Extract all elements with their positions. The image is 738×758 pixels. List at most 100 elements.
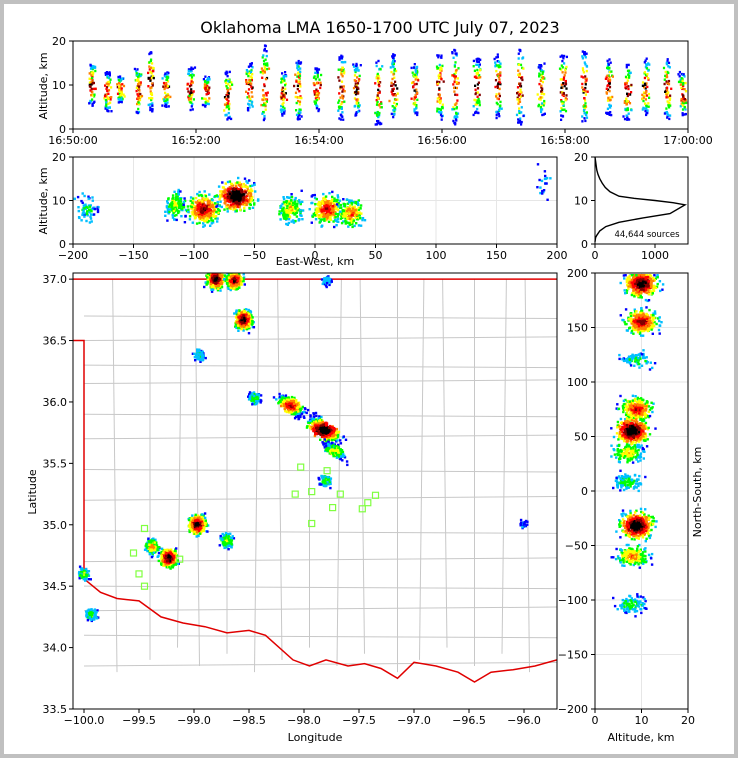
time-source-point	[151, 66, 155, 70]
time-source-point	[561, 78, 564, 81]
time-source-point	[164, 102, 167, 105]
time-source-point	[540, 86, 543, 89]
plan-source-point	[236, 276, 239, 280]
plan-source-point	[241, 320, 244, 323]
time-source-point	[391, 89, 395, 92]
eastwest-source-point	[208, 200, 211, 204]
eastwest-source-point	[82, 210, 85, 213]
time-source-point	[298, 74, 302, 77]
eastwest-source-point	[96, 208, 100, 212]
time-source-point	[165, 83, 168, 86]
eastwest-source-point	[290, 201, 293, 205]
time-source-point	[391, 55, 394, 58]
time-source-point	[357, 90, 360, 94]
eastwest-source-point	[166, 208, 170, 211]
eastwest-source-point	[90, 220, 93, 223]
time-source-point	[340, 57, 343, 60]
time-source-point	[451, 108, 454, 111]
eastwest-source-point	[193, 211, 197, 215]
eastwest-source-point	[299, 202, 302, 206]
time-source-point	[609, 104, 612, 107]
eastwest-source-point	[231, 197, 235, 200]
time-source-point	[580, 75, 583, 78]
eastwest-source-point	[211, 214, 215, 218]
plan-source-point	[250, 318, 253, 321]
eastwest-source-point	[219, 190, 222, 193]
time-source-point	[295, 109, 298, 112]
eastwest-source-point	[171, 216, 175, 219]
histogram-xtick: 1000	[641, 249, 669, 262]
plan-source-point	[247, 317, 250, 321]
time-source-point	[518, 74, 521, 77]
eastwest-source-point	[248, 197, 252, 201]
eastwest-source-point	[344, 212, 348, 216]
time-source-point	[192, 74, 195, 77]
time-source-point	[478, 103, 481, 107]
time-source-point	[204, 105, 207, 108]
time-source-point	[315, 98, 318, 102]
plan-source-point	[237, 329, 240, 332]
eastwest-source-point	[232, 206, 235, 209]
eastwest-source-point	[355, 216, 358, 219]
plan-source-point	[218, 277, 221, 281]
time-source-point	[337, 109, 340, 112]
eastwest-source-point	[285, 222, 288, 226]
time-source-point	[453, 65, 456, 68]
eastwest-source-point	[93, 206, 96, 209]
time-source-point	[647, 92, 650, 96]
time-source-point	[187, 98, 191, 101]
county-line	[194, 279, 200, 667]
time-source-point	[641, 108, 644, 111]
time-source-point	[665, 73, 668, 76]
time-source-point	[539, 79, 542, 82]
eastwest-source-point	[96, 207, 99, 210]
eastwest-source-point	[171, 196, 175, 200]
time-source-point	[641, 97, 644, 101]
time-source-point	[189, 82, 192, 85]
eastwest-source-point	[337, 205, 340, 208]
time-source-point	[611, 75, 614, 78]
eastwest-source-point	[350, 199, 353, 202]
time-source-point	[521, 66, 524, 70]
time-source-point	[644, 98, 647, 101]
plan-source-point	[237, 326, 240, 330]
eastwest-source-point	[301, 209, 305, 212]
eastwest-source-point	[179, 200, 182, 203]
eastwest-source-point	[248, 206, 251, 210]
eastwest-source-point	[299, 210, 302, 214]
plan-source-point	[251, 403, 254, 406]
time-source-point	[413, 98, 416, 101]
time-source-point	[666, 89, 669, 92]
eastwest-source-point	[320, 206, 323, 209]
eastwest-source-point	[174, 205, 177, 209]
plan-source-point	[215, 267, 217, 269]
eastwest-source-point	[215, 194, 219, 197]
time-source-point	[517, 52, 520, 55]
eastwest-source-point	[301, 218, 304, 221]
time-source-point	[495, 95, 498, 98]
eastwest-source-point	[345, 198, 349, 201]
eastwest-source-point	[208, 202, 211, 205]
time-source-point	[455, 82, 458, 85]
eastwest-source-point	[342, 220, 345, 223]
eastwest-source-point	[211, 198, 214, 202]
time-source-point	[476, 68, 479, 72]
time-source-point	[500, 107, 503, 110]
eastwest-source-point	[324, 207, 328, 210]
time-source-point	[454, 71, 457, 74]
time-source-point	[358, 104, 361, 107]
eastwest-source-point	[198, 190, 201, 194]
time-source-point	[642, 99, 645, 103]
time-source-point	[356, 66, 359, 70]
time-source-point	[608, 85, 612, 89]
eastwest-source-point	[202, 197, 205, 200]
time-source-point	[646, 109, 649, 112]
plan-source-point	[206, 276, 209, 279]
time-source-point	[437, 76, 441, 80]
plan-source-point	[251, 316, 254, 319]
time-source-point	[104, 107, 107, 110]
time-source-point	[90, 94, 93, 97]
eastwest-source-point	[342, 202, 345, 206]
time-source-point	[352, 65, 356, 68]
plan-source-point	[226, 273, 229, 275]
